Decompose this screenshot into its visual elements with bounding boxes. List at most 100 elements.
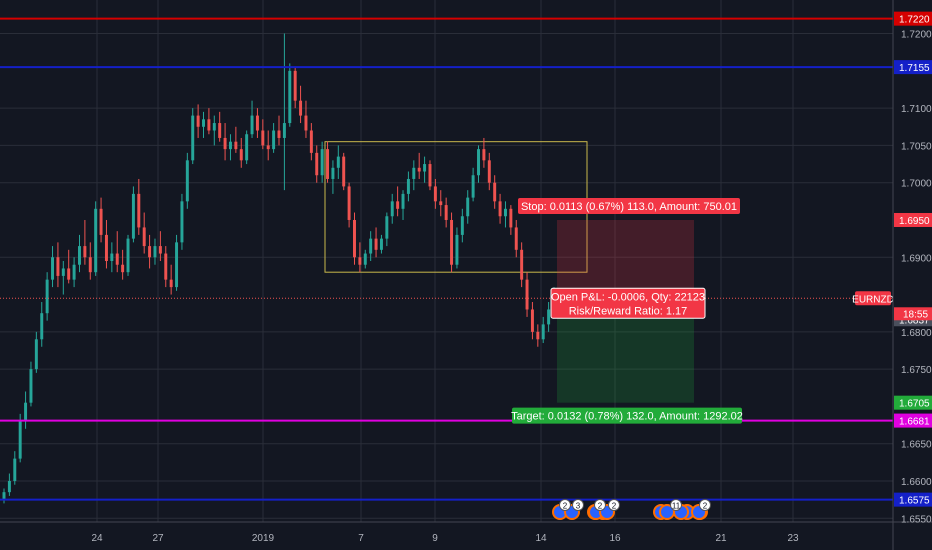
candle-body [261,130,265,146]
candle-body [99,208,103,235]
candle-body [202,119,205,127]
candle-body [525,279,529,310]
candle-body [250,115,254,135]
event-count-badge[interactable] [699,499,711,511]
time-tick-label: 7 [358,533,364,544]
price-tick-label: 1.6750 [901,365,932,376]
candle-body [34,339,38,370]
time-tick-label: 14 [535,533,547,544]
horizontal-levels[interactable]: EURNZD [0,17,894,501]
candle-body [45,279,49,314]
event-markers[interactable]: 2 3 2 2 11 2 [552,499,711,520]
candle-body [471,175,475,198]
candle-body [121,264,125,273]
price-tag [894,60,932,75]
candle-body [78,246,81,265]
price-tick-label: 1.6550 [901,514,932,525]
price-tick-label: 1.6650 [901,440,932,451]
candle-body [455,234,459,265]
candle-body [255,115,259,131]
candle-body [88,257,92,273]
candle-body [347,186,351,220]
candle-body [401,193,405,209]
candle-body [374,238,378,250]
candle-body [433,186,437,202]
candle-body [541,324,545,340]
price-tag-label: 1.6950 [899,216,930,227]
candle-body [396,201,400,209]
candle-body [342,156,346,187]
price-tag [894,212,932,227]
candle-body [110,253,114,261]
candle-body [148,246,152,258]
time-tick-label: 16 [609,533,621,544]
event-count-label: 2 [598,502,603,511]
candle-body [228,141,232,150]
rr-label: Risk/Reward Ratio: 1.17 [569,305,688,317]
candle-body [487,160,491,183]
candle-body [56,257,60,276]
candle-body [369,238,373,254]
price-tag [894,11,932,26]
candle-body [363,253,367,265]
candle-body [7,480,11,493]
candle-body [466,197,470,217]
price-tag-label: 1.7220 [899,15,930,26]
candle-body [2,492,6,500]
candle-body [336,156,340,168]
price-tick-label: 1.7000 [901,179,932,190]
candle-body [164,253,168,280]
event-count-label: 2 [563,502,568,511]
candle-body [450,219,454,265]
candle-body [331,167,335,179]
candle-body [299,100,303,116]
candle-body [51,257,55,280]
price-tag-label: 1.6837 [899,315,930,326]
candle-body [536,331,540,340]
event-count-badge[interactable] [559,499,571,511]
event-count-badge[interactable] [670,499,682,511]
candle-body [40,313,44,340]
event-count-label: 3 [576,502,581,511]
price-tag [894,413,932,428]
candle-body [444,205,448,220]
candle-body [185,160,189,202]
candle-body [94,208,98,273]
time-tick-label: 24 [91,533,103,544]
price-tag-label: 1.7155 [899,63,930,74]
price-tag-label: 1.6575 [899,496,930,507]
candle-body [137,193,141,228]
candle-body [158,246,162,254]
candle-body [417,167,421,172]
candle-body [520,249,524,280]
candle-body [482,149,486,161]
candle-body [315,152,319,176]
candle-body [509,208,513,228]
time-tick-label: 23 [787,533,799,544]
candle-body [320,149,324,176]
candle-body [547,309,551,325]
position-labels: Stop: 0.0113 (0.67%) 113.0, Amount: 750.… [511,197,743,424]
event-count-label: 2 [612,502,617,511]
candle-body [115,253,119,265]
event-count-badge[interactable] [608,499,620,511]
candle-body [207,119,211,131]
price-tag-label: 1.6681 [899,417,930,428]
pnl-label: Open P&L: -0.0006, Qty: 22123 [551,291,705,303]
candle-body [72,264,76,280]
candle-body [353,219,356,258]
price-axis[interactable]: 1.7200 1.7100 1.7050 1.7000 1.6900 1.6800 1.67… [892,0,932,550]
candle-body [191,115,195,161]
candle-body [126,238,130,273]
time-axis[interactable]: 24 27 2019 7 9 14 16 21 23 [0,521,932,544]
target-label-box [512,407,742,424]
candle-body [326,149,330,179]
event-count-badge[interactable] [594,499,606,511]
event-count-badge[interactable] [572,499,584,511]
candle-body [196,115,200,127]
candle-body [175,242,179,288]
candle-body [423,164,427,172]
price-tick-label: 1.6900 [901,253,932,264]
